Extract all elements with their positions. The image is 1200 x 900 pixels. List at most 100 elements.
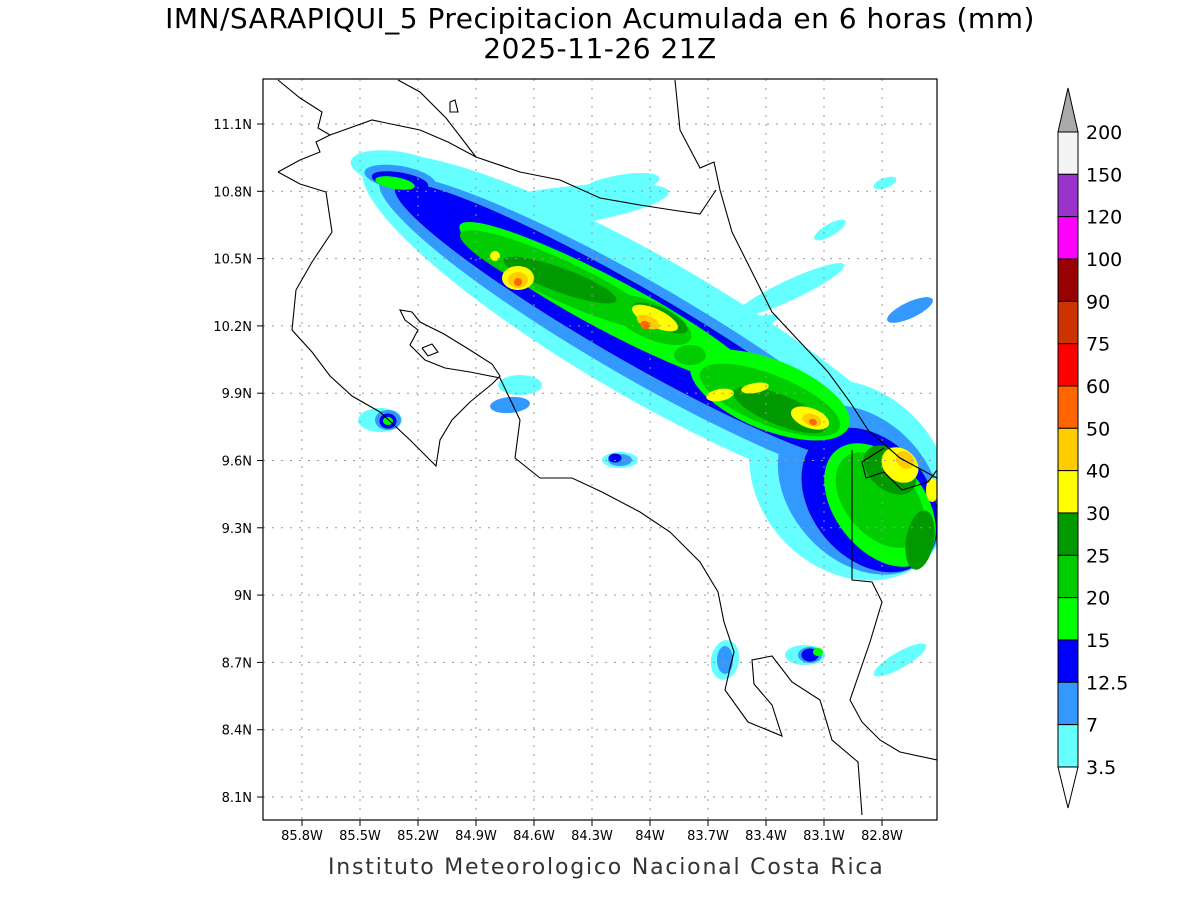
- map-frame: [262, 78, 938, 821]
- map-subtitle-datetime: 2025-11-26 21Z: [483, 32, 717, 65]
- lon-tick-label: 85.8W: [281, 829, 323, 844]
- precip-contour: [490, 251, 500, 261]
- costa-rica-pacific-coast: [277, 171, 863, 816]
- colorbar-label: 100: [1086, 249, 1122, 271]
- lat-tick-label: 9.9N: [222, 387, 252, 402]
- lon-tick-label: 84.6W: [513, 829, 555, 844]
- precip-contour: [580, 172, 660, 198]
- colorbar-swatch: [1057, 216, 1079, 260]
- colorbar-label: 50: [1086, 418, 1110, 440]
- costa-rica-panama-border: [861, 447, 937, 491]
- colorbar-swatch: [1057, 343, 1079, 387]
- lon-tick-label: 85.5W: [339, 829, 381, 844]
- colorbar-swatch: [1057, 300, 1079, 345]
- colorbar-swatch: [1057, 385, 1079, 429]
- precip-contour: [490, 396, 530, 414]
- panama-border-south: [849, 450, 883, 723]
- colorbar-under-triangle: [1057, 766, 1079, 809]
- lon-tick-label: 83.7W: [687, 829, 729, 844]
- lat-tick-label: 11.1N: [213, 118, 252, 133]
- precip-contour: [717, 646, 733, 674]
- nicoya-gulf-island: [421, 343, 439, 357]
- colorbar-label: 120: [1086, 207, 1122, 229]
- nicaragua-pacific-coast: [277, 79, 332, 173]
- colorbar-swatch: [1057, 427, 1079, 472]
- precipitation-field: [350, 150, 937, 680]
- precip-contour: [632, 304, 678, 332]
- lon-tick-label: 85.2W: [397, 829, 439, 844]
- colorbar-over-triangle: [1057, 87, 1079, 133]
- precip-contour: [809, 418, 817, 426]
- colorbar-swatch: [1057, 258, 1079, 302]
- colorbar-label: 200: [1086, 122, 1122, 144]
- colorbar-label: 7: [1086, 715, 1098, 737]
- colorbar-label: 30: [1086, 503, 1110, 525]
- colorbar-label: 75: [1086, 334, 1110, 356]
- lon-tick-label: 84W: [635, 829, 665, 844]
- precip-contour: [735, 263, 845, 317]
- colorbar-swatch: [1057, 724, 1079, 768]
- precip-contour: [741, 382, 769, 394]
- colorbar-label: 150: [1086, 164, 1122, 186]
- precip-contour: [375, 176, 415, 190]
- precip-contour: [905, 510, 935, 570]
- colorbar-swatch: [1057, 512, 1079, 556]
- colorbar-swatch: [1057, 173, 1079, 218]
- precip-contour: [926, 478, 937, 502]
- colorbar-label: 60: [1086, 376, 1110, 398]
- precip-contour: [873, 176, 897, 190]
- lon-tick-label: 83.4W: [745, 829, 787, 844]
- lat-tick-label: 10.5N: [213, 253, 252, 268]
- precip-contour: [895, 451, 915, 469]
- precip-contour: [706, 388, 734, 402]
- caribbean-coast: [674, 79, 937, 479]
- axis-tick-labels: 85.8W 85.5W 85.2W 84.9W 84.6W 84.3W 84W 83.7W 83…: [213, 118, 903, 844]
- precip-contour: [608, 453, 622, 463]
- lon-tick-label: 82.8W: [861, 829, 903, 844]
- colorbar-label: 12.5: [1086, 672, 1128, 694]
- map-title: IMN/SARAPIQUI_5 Precipitacion Acumulada …: [165, 2, 1035, 35]
- lat-tick-label: 10.8N: [213, 185, 252, 200]
- colorbar-swatch: [1057, 554, 1079, 599]
- lon-tick-label: 84.3W: [571, 829, 613, 844]
- lat-tick-label: 8.1N: [222, 791, 252, 806]
- precip-contour: [383, 417, 393, 425]
- colorbar-legend: 200 150 120 100 90 75 60 50 40 30 25 20 15 12.5 7 3.5: [1057, 87, 1128, 809]
- colorbar-label: 20: [1086, 588, 1110, 610]
- precip-contour: [498, 375, 542, 395]
- lat-tick-label: 8.4N: [222, 724, 252, 739]
- colorbar-swatch: [1057, 681, 1079, 726]
- colorbar-swatch: [1057, 639, 1079, 683]
- precip-contour: [448, 209, 462, 221]
- colorbar-label: 90: [1086, 291, 1110, 313]
- precip-contour: [503, 256, 617, 304]
- colorbar-swatch: [1057, 470, 1079, 514]
- lake-island: [449, 99, 459, 113]
- precip-contour: [640, 320, 650, 330]
- precip-contour: [887, 297, 933, 323]
- lon-tick-label: 83.1W: [803, 829, 845, 844]
- precip-contour: [814, 219, 846, 241]
- precip-contour: [674, 345, 706, 365]
- lat-tick-label: 8.7N: [222, 656, 252, 671]
- colorbar-label: 40: [1086, 461, 1110, 483]
- precip-contour: [873, 643, 927, 677]
- nicaragua-caribbean-coast: [397, 79, 477, 158]
- lat-tick-label: 9.6N: [222, 455, 252, 470]
- colorbar-swatch: [1057, 131, 1079, 175]
- colorbar-label: 25: [1086, 545, 1110, 567]
- precip-contour: [813, 648, 823, 656]
- colorbar-label: 3.5: [1086, 757, 1116, 779]
- colorbar-label: 15: [1086, 630, 1110, 652]
- colorbar-swatch: [1057, 597, 1079, 641]
- lat-tick-label: 9.3N: [222, 522, 252, 537]
- footer-credit: Instituto Meteorologico Nacional Costa R…: [328, 855, 885, 880]
- lat-tick-label: 10.2N: [213, 320, 252, 335]
- lat-tick-label: 9N: [234, 589, 252, 604]
- lon-tick-label: 84.9W: [455, 829, 497, 844]
- nicaragua-costa-rica-border: [329, 119, 717, 215]
- coastlines-borders: [277, 79, 937, 816]
- precip-contour: [514, 278, 522, 286]
- panama-pacific-coast: [861, 721, 937, 761]
